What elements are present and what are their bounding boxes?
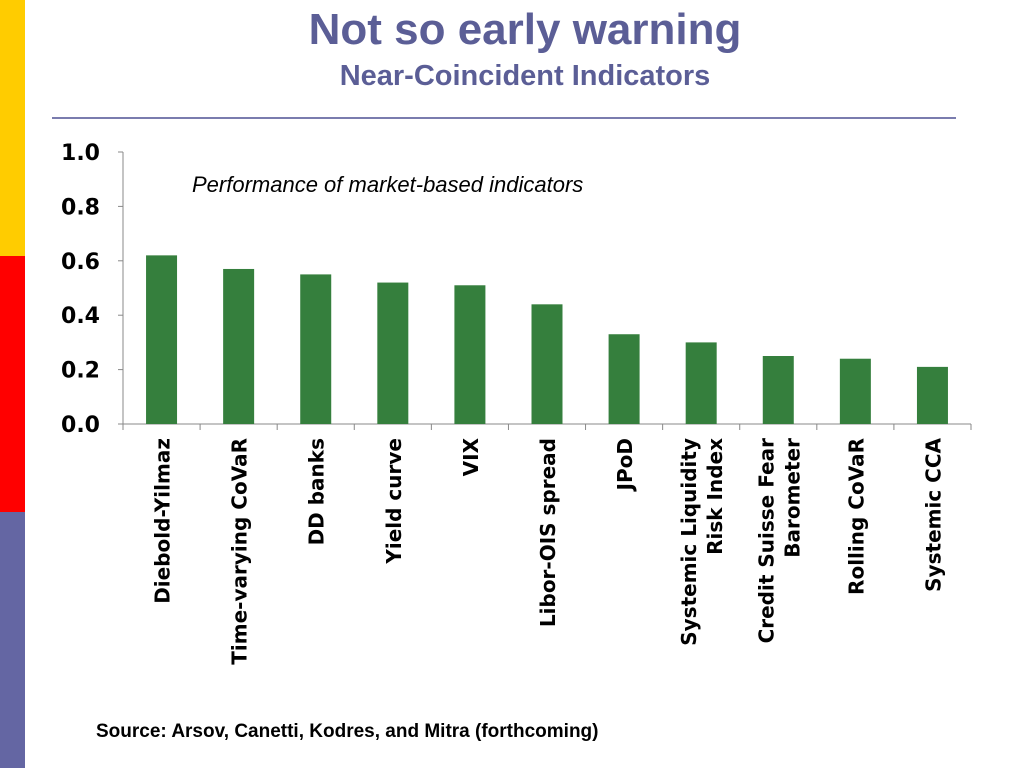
x-category-label: VIX xyxy=(459,437,483,476)
y-tick-label: 1.0 xyxy=(61,141,100,166)
x-category-label: Diebold-Yilmaz xyxy=(151,438,175,604)
bar xyxy=(685,342,717,424)
x-category-label: Rolling CoVaR xyxy=(844,438,868,595)
source-citation: Source: Arsov, Canetti, Kodres, and Mitr… xyxy=(96,721,599,742)
side-accent-blue xyxy=(0,512,25,768)
x-category-label: Systemic CCA xyxy=(921,437,945,591)
title-divider xyxy=(52,117,956,119)
bar xyxy=(223,268,255,424)
y-tick-label: 0.8 xyxy=(61,195,100,220)
bar xyxy=(608,334,640,424)
side-accent-bar xyxy=(0,0,25,768)
x-category-label: Credit Suisse Fear xyxy=(754,438,778,644)
bar xyxy=(377,282,409,424)
x-category-label: JPoD xyxy=(613,438,637,492)
x-category-label: Risk Index xyxy=(703,438,727,555)
side-accent-yellow xyxy=(0,0,25,256)
x-category-label: Libor-OIS spread xyxy=(536,438,560,627)
bar xyxy=(916,366,948,424)
bar xyxy=(300,274,332,424)
x-category-label: Systemic Liquidity xyxy=(677,438,701,646)
bar xyxy=(454,285,486,424)
y-tick-label: 0.0 xyxy=(61,413,100,438)
bar xyxy=(762,356,794,424)
side-accent-red xyxy=(0,256,25,512)
slide-subtitle: Near-Coincident Indicators xyxy=(339,60,711,92)
y-tick-label: 0.4 xyxy=(61,304,100,329)
x-category-label: DD banks xyxy=(305,438,329,545)
bar xyxy=(146,255,178,424)
x-category-label: Barometer xyxy=(780,438,804,558)
x-category-label: Yield curve xyxy=(382,438,406,565)
bar xyxy=(531,304,563,424)
bar xyxy=(839,358,871,424)
x-category-label: Time-varying CoVaR xyxy=(228,438,252,665)
chart-annotation: Performance of market-based indicators xyxy=(192,172,583,197)
y-tick-label: 0.2 xyxy=(61,359,100,384)
slide-title: Not so early warning xyxy=(308,5,742,54)
y-tick-label: 0.6 xyxy=(61,250,100,275)
